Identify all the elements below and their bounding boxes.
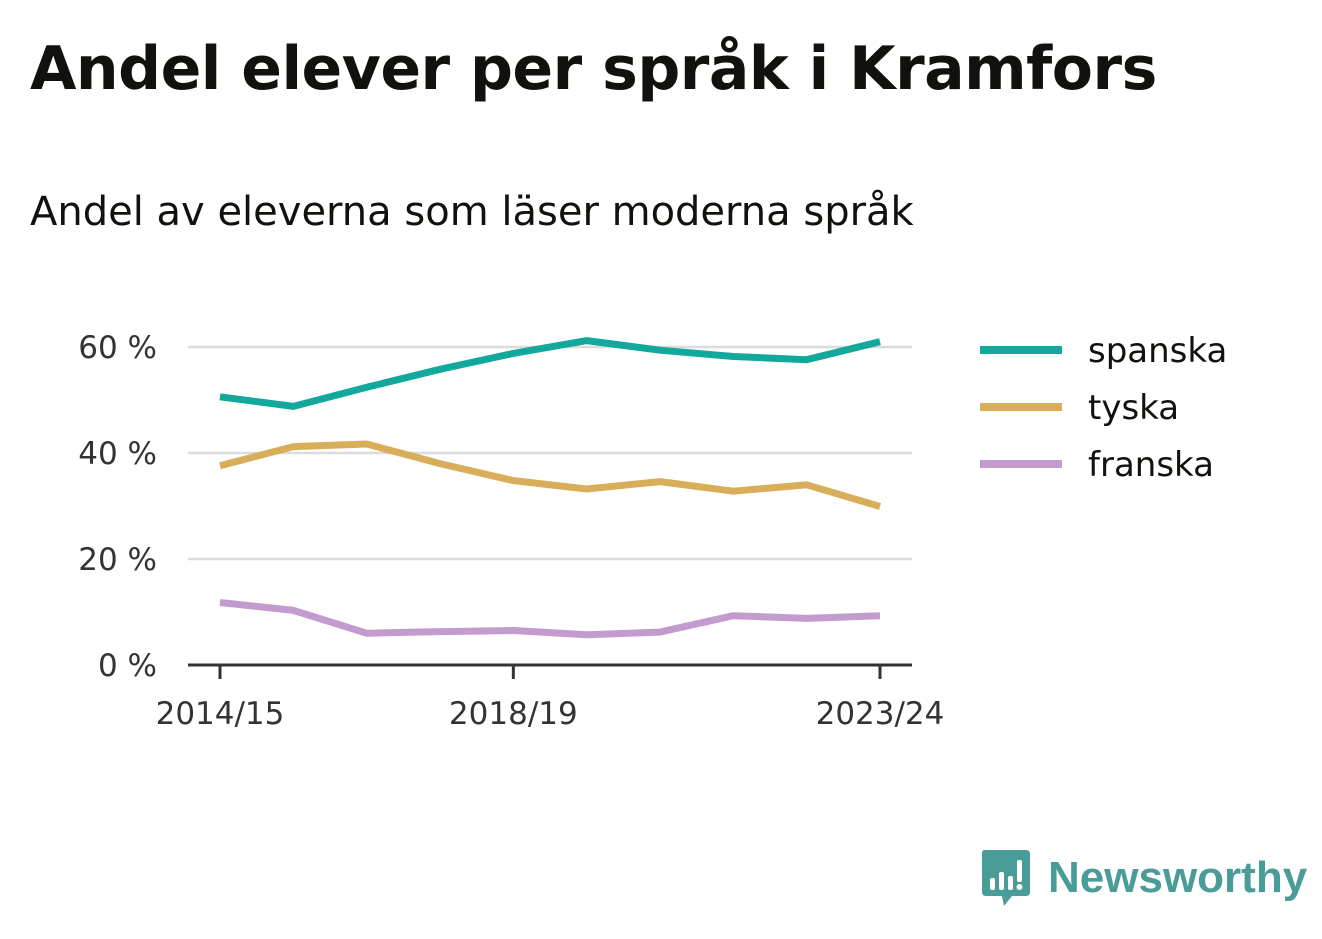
brand-name: Newsworthy xyxy=(1048,853,1308,902)
y-tick-label: 20 % xyxy=(78,542,157,578)
x-tick-label: 2018/19 xyxy=(449,696,578,732)
legend-label-tyska: tyska xyxy=(1088,388,1179,428)
series-lines xyxy=(219,337,881,639)
newsworthy-logo: Newsworthy xyxy=(980,848,1307,908)
legend-label-franska: franska xyxy=(1088,445,1214,485)
x-axis-tick-labels: 2014/15 2018/19 2023/24 xyxy=(156,696,945,732)
chart-subtitle: Andel av eleverna som läser moderna språ… xyxy=(30,189,914,235)
x-tick-label: 2014/15 xyxy=(156,696,285,732)
y-tick-label: 0 % xyxy=(98,648,157,684)
bar-chart-speech-bubble-icon xyxy=(982,850,1030,906)
series-line-spanska xyxy=(219,337,881,410)
x-tick-label: 2023/24 xyxy=(816,696,945,732)
chart-title: Andel elever per språk i Kramfors xyxy=(30,34,1157,104)
series-line-franska xyxy=(219,599,881,639)
legend-label-spanska: spanska xyxy=(1088,331,1227,371)
series-line-tyska xyxy=(219,440,881,510)
y-tick-label: 60 % xyxy=(78,330,157,366)
x-axis xyxy=(188,663,912,679)
y-tick-label: 40 % xyxy=(78,436,157,472)
y-axis-tick-labels: 0 % 20 % 40 % 60 % xyxy=(78,330,157,684)
grid-lines xyxy=(188,345,912,561)
legend: spanska tyska franska xyxy=(980,331,1227,485)
